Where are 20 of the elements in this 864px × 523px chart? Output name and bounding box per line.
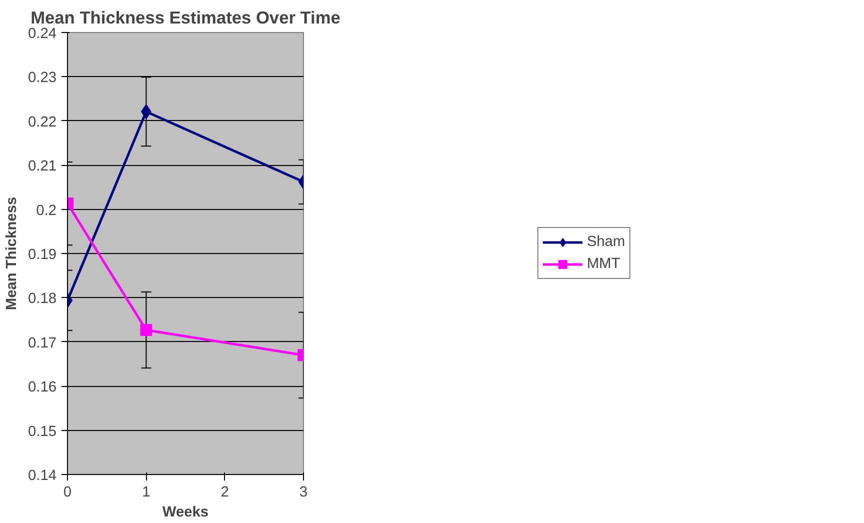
y-tick-label: 0.17	[28, 335, 57, 352]
y-tick-label: 0.18	[28, 291, 57, 308]
x-axis-title: Weeks	[162, 504, 209, 520]
y-tick-label: 0.22	[28, 114, 57, 130]
y-tick-label: 0.16	[28, 380, 57, 396]
x-tick-label: 1	[142, 484, 150, 500]
y-tick-label: 0.15	[28, 424, 57, 440]
y-tick-label: 0.2	[36, 202, 56, 219]
y-tick-label: 0.14	[28, 468, 57, 484]
y-tick-label: 0.21	[28, 158, 57, 175]
y-axis-title: Mean Thickness	[4, 196, 20, 310]
y-tick-label: 0.19	[28, 247, 57, 263]
legend-label: MMT	[586, 256, 620, 272]
x-tick-label: 2	[220, 484, 229, 500]
legend-label: Sham	[586, 234, 626, 250]
y-tick-label: 0.24	[28, 26, 57, 42]
x-tick-label: 0	[63, 484, 72, 500]
x-tick-label: 3	[299, 484, 308, 500]
y-tick-label: 0.23	[28, 70, 57, 86]
chart-title: Mean Thickness Estimates Over Time	[30, 8, 341, 28]
